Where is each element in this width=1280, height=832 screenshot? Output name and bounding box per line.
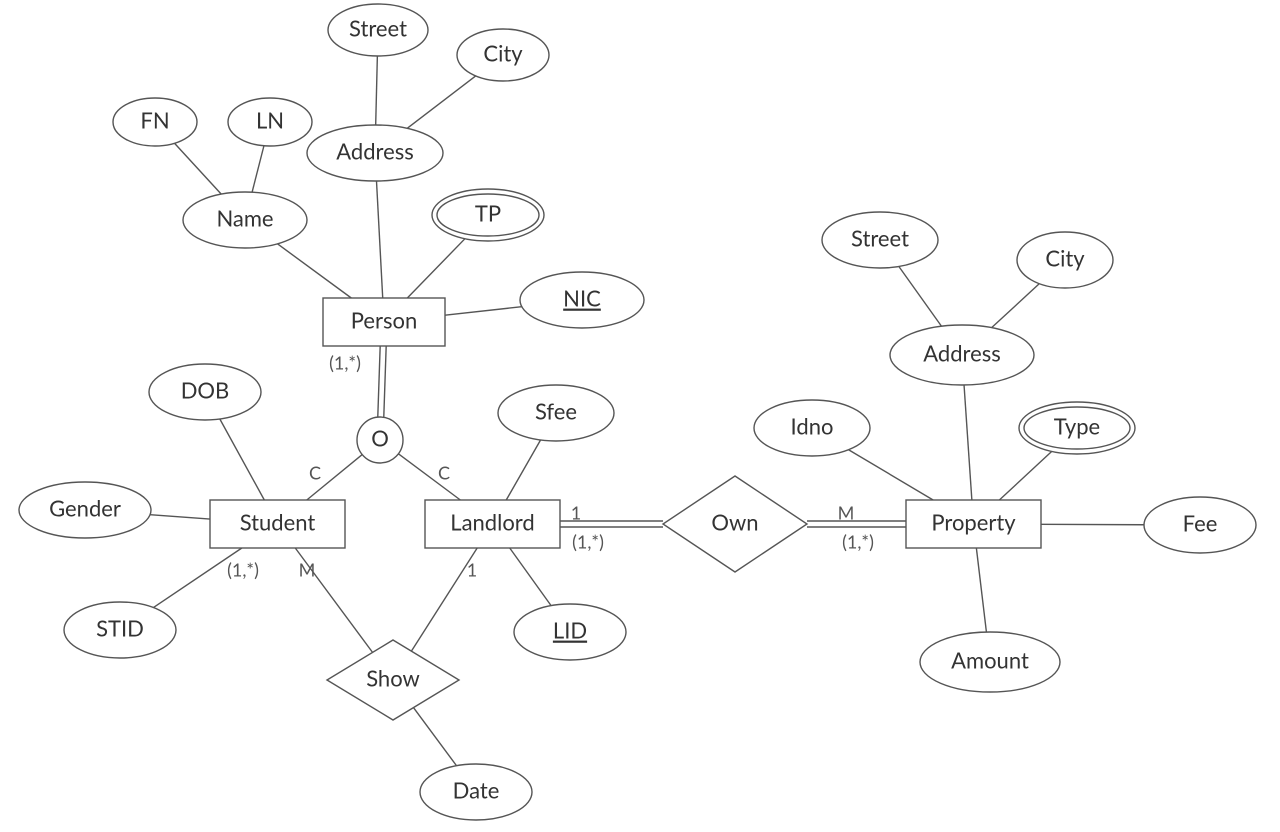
- node-type: Type: [1019, 402, 1135, 454]
- node-label: Amount: [951, 647, 1029, 674]
- node-fee: Fee: [1144, 497, 1256, 553]
- node-street1: Street: [328, 4, 428, 56]
- node-label: Sfee: [535, 398, 577, 425]
- node-student: Student: [210, 500, 345, 548]
- er-diagram: Street City FN LN Address TP Name NIC Person DOB G…: [0, 0, 1280, 832]
- node-label: DOB: [181, 377, 230, 404]
- annotation: C: [309, 462, 321, 484]
- node-label: Idno: [791, 413, 834, 440]
- node-gender: Gender: [19, 482, 151, 538]
- annotation: (1,*): [329, 352, 361, 374]
- nodes: Street City FN LN Address TP Name NIC Person DOB G…: [19, 4, 1256, 820]
- node-city2: City: [1017, 232, 1113, 288]
- node-label: City: [1045, 245, 1085, 272]
- node-sfee: Sfee: [498, 385, 614, 441]
- node-label: Fee: [1183, 510, 1218, 537]
- annotation: C: [438, 462, 450, 484]
- node-amount: Amount: [920, 632, 1060, 692]
- annotation: M: [838, 502, 855, 524]
- node-label: LN: [256, 107, 284, 134]
- node-label: Street: [851, 225, 909, 252]
- annotation: (1,*): [842, 531, 874, 553]
- node-label: City: [483, 40, 523, 67]
- annotation: (1,*): [572, 531, 604, 553]
- node-label: STID: [96, 615, 144, 642]
- annotation: 1: [467, 559, 477, 581]
- annotation: (1,*): [227, 559, 259, 581]
- node-own: Own: [663, 476, 807, 572]
- node-street2: Street: [822, 212, 938, 268]
- annotation: 1: [571, 502, 581, 524]
- node-label: Address: [923, 340, 1001, 367]
- node-label: Landlord: [450, 509, 534, 536]
- node-name: Name: [183, 192, 307, 248]
- node-label: Student: [240, 509, 316, 536]
- node-label: TP: [475, 200, 501, 227]
- node-label: Name: [216, 205, 273, 232]
- node-landlord: Landlord: [425, 500, 560, 548]
- node-label: Street: [349, 15, 407, 42]
- node-person: Person: [323, 298, 445, 346]
- node-idno: Idno: [754, 400, 870, 456]
- node-label: Own: [711, 509, 758, 536]
- node-label: NIC: [563, 285, 601, 312]
- node-label: FN: [140, 107, 169, 134]
- node-show: Show: [327, 640, 459, 720]
- node-tp: TP: [432, 189, 544, 241]
- node-label: Type: [1054, 413, 1100, 440]
- node-nic: NIC: [520, 272, 644, 328]
- node-dob: DOB: [149, 364, 261, 420]
- annotation: M: [299, 559, 316, 581]
- node-label: Gender: [49, 495, 121, 522]
- node-city1: City: [457, 29, 549, 81]
- node-address1: Address: [307, 125, 443, 181]
- node-date: Date: [420, 764, 532, 820]
- node-property: Property: [906, 500, 1041, 548]
- node-stid: STID: [64, 602, 176, 658]
- node-label: Address: [336, 138, 414, 165]
- node-label: Person: [351, 307, 417, 334]
- node-lid: LID: [514, 604, 626, 660]
- node-label: Property: [931, 509, 1016, 536]
- node-label: LID: [553, 617, 587, 644]
- node-address2: Address: [890, 325, 1034, 385]
- node-label: Date: [453, 777, 500, 804]
- node-label: O: [371, 425, 389, 452]
- node-label: Show: [366, 665, 420, 692]
- node-isa: O: [357, 417, 403, 463]
- node-fn: FN: [113, 98, 197, 146]
- node-ln: LN: [228, 98, 312, 146]
